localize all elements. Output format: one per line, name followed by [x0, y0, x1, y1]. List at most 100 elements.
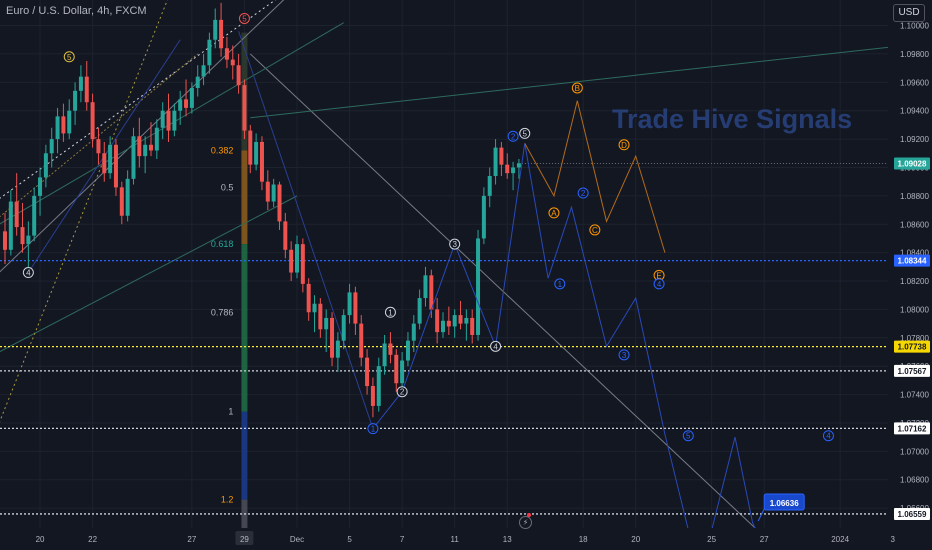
candle-body [347, 292, 352, 316]
wave-label-circle [548, 207, 560, 219]
candle-body [394, 354, 399, 384]
level-tag: 1.08344 [898, 257, 927, 266]
price-tick-label: 1.06800 [900, 476, 929, 485]
candle-body [330, 317, 335, 358]
candle-body [300, 244, 305, 284]
candle-body [207, 39, 212, 66]
candle-body [499, 147, 504, 165]
candle-body [73, 90, 78, 111]
time-axis-bg [0, 528, 888, 550]
wave-label-text: 2 [581, 189, 586, 198]
candle-body [295, 244, 299, 273]
candle-body [49, 139, 54, 154]
candle-body [189, 88, 194, 108]
wave-label-text: D [621, 141, 627, 150]
wave-label-text: 5 [242, 14, 247, 23]
candle-body [166, 110, 171, 131]
price-tick-label: 1.07000 [900, 447, 929, 456]
wave-label-text: 3 [622, 351, 627, 360]
candle-body [149, 144, 153, 151]
candle-body [271, 184, 276, 202]
candle-body [224, 48, 229, 60]
wave-label-text: 5 [67, 53, 72, 62]
wave-label-text: B [575, 84, 580, 93]
fib-level-label: 0.382 [211, 145, 234, 155]
candle-body [137, 136, 142, 157]
wave-paths [372, 100, 765, 550]
candle-body [178, 99, 183, 111]
trend-lines [0, 0, 893, 537]
candle-body [417, 298, 422, 324]
price-tick-label: 1.10000 [900, 22, 929, 31]
horizontal-levels[interactable] [0, 163, 888, 515]
candle-body [78, 76, 83, 91]
candle-body [476, 238, 481, 335]
candle-body [359, 323, 364, 358]
candle-body [370, 386, 375, 406]
wave-label-circle [490, 340, 502, 352]
wave-label-text: 4 [26, 269, 31, 278]
wave-label-circle [396, 386, 408, 398]
candle-body [505, 164, 510, 174]
candle-body [160, 110, 165, 128]
currency-button[interactable]: USD [893, 4, 925, 22]
candle-body [96, 139, 101, 154]
current-price-tag-bg [894, 157, 930, 170]
wave-label-circle [519, 127, 531, 139]
time-tick-label: 20 [36, 535, 45, 544]
fib-level-label: 0.5 [221, 182, 234, 192]
lightning-icon[interactable]: ⚡ [519, 516, 532, 529]
wave-label-circle [22, 267, 34, 279]
candle-body [201, 65, 206, 77]
candle-body [277, 184, 282, 222]
candle-body [184, 99, 189, 108]
time-tick-label: 3 [890, 535, 895, 544]
time-tick-label: Dec [290, 535, 304, 544]
candle-body [265, 181, 270, 202]
candle-body [254, 141, 259, 165]
candle-body [423, 275, 428, 299]
trend-line [0, 0, 285, 273]
candle-body [32, 195, 37, 236]
wave-label-circle [577, 187, 589, 199]
price-callout: 1.06636 [757, 493, 805, 522]
trend-line [0, 0, 168, 423]
trend-line [0, 22, 344, 225]
price-axis[interactable]: 1.10000 1.09800 1.09600 1.09400 1.09200 1.090… [888, 0, 932, 550]
trend-line [0, 195, 298, 353]
candle-body [405, 340, 410, 361]
wave-label-circle [367, 423, 379, 435]
callout-box [763, 493, 805, 511]
wave-label-text: C [592, 226, 598, 235]
candle-body [289, 249, 294, 273]
level-tag-bg [894, 340, 930, 353]
candle-body [435, 309, 440, 333]
candle-body [20, 227, 25, 245]
wave-label-circle [589, 224, 601, 236]
symbol-title[interactable]: Euro / U.S. Dollar, 4h, FXCM [6, 5, 147, 17]
fib-level-label: 0.786 [211, 307, 234, 317]
wave-label-circle [449, 238, 461, 250]
candle-body [382, 343, 387, 367]
level-tag-bg [894, 422, 930, 435]
wave-label-text: 1 [558, 280, 563, 289]
candle-body [400, 360, 405, 384]
candle-body [26, 235, 31, 245]
level-tag-bg [894, 364, 930, 377]
candle-body [441, 320, 445, 333]
time-axis[interactable]: 20 22 27 29 Dec 5 7 11 13 18 20 25 27 2024 3 [0, 528, 895, 550]
fib-level-label: 0.618 [211, 239, 234, 249]
candle-body [335, 340, 340, 358]
time-tick-label: 11 [451, 535, 460, 544]
fib-band-seg [241, 244, 248, 412]
candle-body [113, 144, 118, 188]
price-tick-label: 1.08400 [900, 249, 929, 258]
candle-body [172, 110, 177, 131]
wave-label-circle [238, 12, 250, 24]
candle-body [283, 221, 288, 250]
candle-body [38, 177, 43, 196]
trend-line [249, 53, 765, 537]
wave-label-circle [571, 82, 583, 94]
callout-label: 1.06636 [770, 499, 799, 508]
